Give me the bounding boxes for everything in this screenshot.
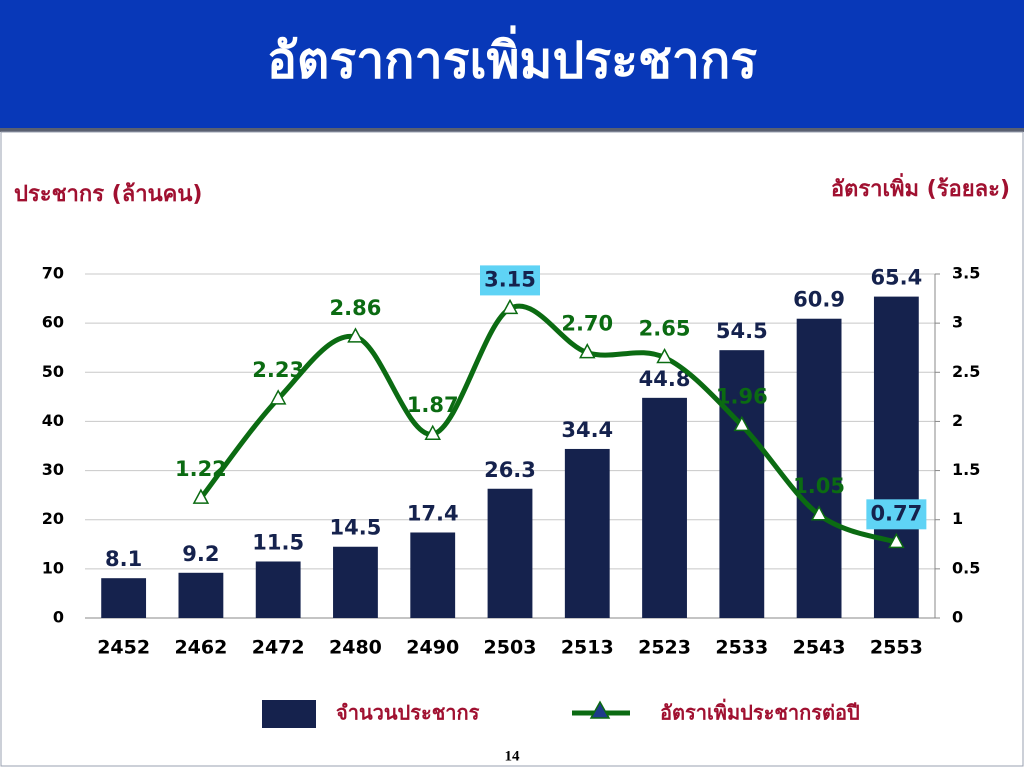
rate-value-label: 1.96: [716, 384, 768, 408]
bar: [564, 448, 610, 618]
page-number: 14: [505, 748, 521, 764]
y-tick-label: 10: [42, 558, 64, 577]
rate-marker: [579, 343, 596, 359]
x-tick-label: 2533: [715, 637, 768, 659]
x-tick-label: 2452: [97, 637, 150, 659]
rate-marker: [888, 532, 905, 549]
y-tick-label: 60: [42, 313, 64, 332]
x-tick-label: 2503: [484, 637, 537, 659]
y2-tick-label: 3.5: [952, 264, 980, 283]
bar-value-label: 17.4: [407, 501, 459, 525]
legend-marker: [589, 700, 611, 719]
bar-value-label: 14.5: [330, 516, 382, 540]
rate-value-label: 1.05: [793, 474, 845, 498]
bar-value-label: 54.5: [716, 319, 768, 343]
bar: [796, 318, 842, 618]
rate-value-label: 2.70: [561, 312, 613, 336]
bar-value-label: 65.4: [870, 266, 922, 290]
rate-marker: [347, 327, 364, 343]
rate-marker: [733, 415, 751, 432]
x-tick-label: 2543: [793, 637, 846, 659]
rate-value-label: 2.65: [639, 317, 691, 341]
rate-marker: [269, 389, 287, 405]
bar: [255, 561, 301, 618]
y-tick-label: 0: [53, 608, 64, 627]
bar: [719, 350, 765, 618]
bar: [873, 296, 919, 618]
bar: [101, 578, 147, 618]
legend-label: จำนวนประชากร: [336, 701, 480, 725]
chart-title: อัตราการเพิ่มประชากร: [267, 26, 757, 90]
header-band: [0, 0, 1024, 128]
y2-tick-label: 1.5: [952, 460, 980, 479]
x-tick-label: 2480: [329, 637, 382, 659]
bar: [410, 532, 456, 618]
rate-value-label: 3.15: [484, 267, 536, 291]
rate-value-label: 2.86: [330, 296, 382, 320]
label-highlight: [480, 265, 540, 296]
x-tick-label: 2462: [174, 637, 227, 659]
x-tick-label: 2553: [870, 637, 923, 659]
bar: [333, 546, 378, 618]
bar: [487, 488, 533, 618]
legend-swatch: [262, 700, 316, 728]
header-rule: [0, 128, 1024, 132]
bar: [642, 397, 687, 618]
rate-marker: [424, 424, 441, 440]
y-axis-label: ประชากร (ล้านคน): [14, 182, 202, 207]
y-tick-label: 30: [42, 460, 64, 479]
rate-value-label: 1.22: [175, 457, 227, 481]
rate-marker: [192, 488, 210, 504]
y2-tick-label: 2.5: [952, 362, 980, 381]
legend-label: อัตราเพิ่มประชากรต่อปี: [660, 698, 860, 725]
y2-tick-label: 0: [952, 608, 963, 627]
x-tick-label: 2472: [252, 637, 305, 659]
y2-tick-label: 3: [952, 313, 963, 332]
bar-value-label: 11.5: [252, 530, 304, 554]
label-highlight: [866, 499, 927, 530]
bar-value-label: 34.4: [561, 418, 613, 442]
rate-value-label: 2.23: [252, 358, 304, 382]
rate-line: [198, 303, 898, 545]
rate-marker: [501, 298, 519, 315]
y2-axis-label: อัตราเพิ่ม (ร้อยละ): [831, 172, 1010, 202]
bar-value-label: 9.2: [182, 542, 219, 566]
rate-value-label: 1.87: [407, 393, 459, 417]
rate-marker: [656, 347, 673, 364]
slide-frame: [0, 131, 1024, 767]
y-tick-label: 40: [42, 411, 64, 430]
bar-value-label: 26.3: [484, 458, 536, 482]
x-tick-label: 2490: [406, 637, 459, 659]
y-tick-label: 50: [42, 362, 64, 381]
y2-tick-label: 0.5: [952, 558, 980, 577]
bar-value-label: 8.1: [105, 547, 142, 571]
y2-tick-label: 2: [952, 411, 963, 430]
x-tick-label: 2523: [638, 637, 691, 659]
rate-marker: [810, 505, 828, 521]
y-tick-label: 20: [42, 509, 64, 528]
bar-value-label: 60.9: [793, 288, 845, 312]
y-tick-label: 70: [42, 264, 64, 283]
x-tick-label: 2513: [561, 637, 614, 659]
rate-value-label: 0.77: [870, 501, 922, 525]
bar: [178, 572, 224, 618]
y2-tick-label: 1: [952, 509, 963, 528]
